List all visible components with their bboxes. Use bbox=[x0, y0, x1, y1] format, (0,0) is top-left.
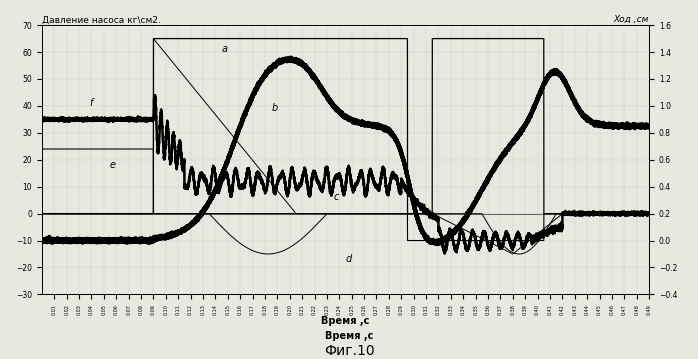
Text: c: c bbox=[333, 192, 339, 202]
Text: Давление насоса кг\см2.: Давление насоса кг\см2. bbox=[42, 15, 161, 24]
Text: a: a bbox=[221, 44, 228, 54]
X-axis label: Время ,с: Время ,с bbox=[321, 316, 370, 326]
Text: e: e bbox=[110, 160, 116, 170]
Text: Время ,с: Время ,с bbox=[325, 331, 373, 341]
Text: b: b bbox=[271, 103, 277, 113]
Text: d: d bbox=[346, 254, 352, 264]
Text: f: f bbox=[89, 98, 92, 108]
Text: Фиг.10: Фиг.10 bbox=[324, 344, 374, 358]
Text: Ход ,см: Ход ,см bbox=[614, 15, 649, 24]
